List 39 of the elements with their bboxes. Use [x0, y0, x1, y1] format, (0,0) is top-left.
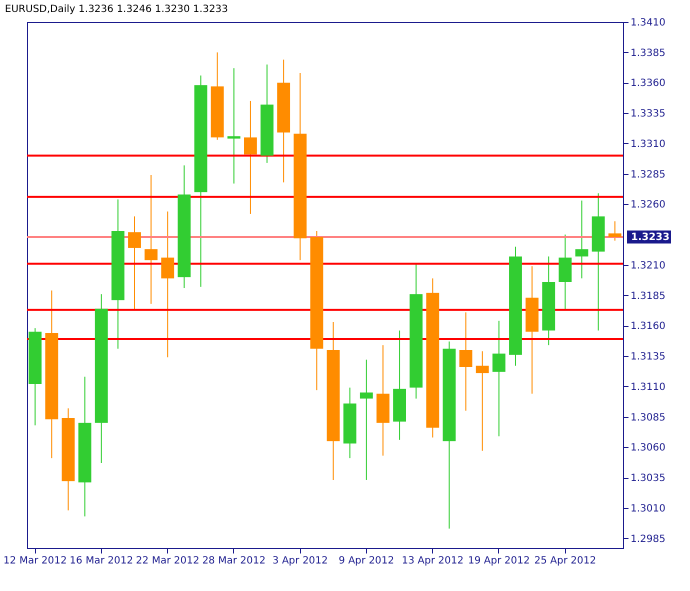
candlestick: [244, 100, 257, 214]
chart-title: EURUSD,Daily 1.3236 1.3246 1.3230 1.3233: [4, 4, 228, 15]
y-tick-label: 1.3310: [630, 138, 666, 150]
x-tick-label: 16 Mar 2012: [70, 556, 134, 566]
y-tick-label: 1.3335: [630, 108, 666, 120]
y-tick-label: 1.3285: [630, 169, 666, 180]
y-tick-label: 1.3260: [630, 200, 666, 211]
y-tick-label: 1.3110: [630, 382, 666, 393]
y-tick-label: 1.3210: [630, 260, 666, 272]
y-tick-label: 1.2985: [630, 534, 666, 545]
y-tick-label: 1.3035: [630, 473, 666, 484]
y-tick-label: 1.3135: [630, 352, 666, 363]
x-tick-label: 3 Apr 2012: [272, 556, 328, 566]
x-tick-label: 19 Apr 2012: [468, 556, 530, 566]
y-tick-label: 1.3385: [630, 48, 666, 59]
candlestick: [459, 312, 472, 412]
y-tick-label: 1.3185: [630, 290, 666, 302]
candlestick: [492, 320, 506, 437]
candlestick: [128, 216, 141, 310]
x-tick-label: 28 Mar 2012: [202, 556, 266, 566]
y-tick-label: 1.3360: [630, 78, 666, 90]
x-tick-label: 12 Mar 2012: [3, 556, 67, 566]
candlestick: [227, 68, 240, 184]
x-tick-label: 22 Mar 2012: [136, 556, 200, 566]
y-tick-label: 1.3060: [630, 442, 666, 454]
candlestick: [144, 174, 158, 304]
ref-line-label: 1.3233: [631, 232, 670, 244]
candlestick: [575, 200, 588, 279]
candlestick: [161, 211, 174, 358]
x-tick-label: 25 Apr 2012: [534, 556, 596, 566]
y-tick-label: 1.3085: [630, 412, 666, 424]
y-tick-label: 1.3010: [630, 503, 666, 514]
candlestick: [476, 350, 489, 452]
x-tick-label: 9 Apr 2012: [338, 556, 394, 566]
y-tick-label: 1.3160: [630, 321, 666, 332]
y-tick-label: 1.3410: [630, 18, 666, 28]
candlestick: [608, 220, 622, 242]
candlestick: [360, 359, 373, 480]
x-tick-label: 13 Apr 2012: [402, 556, 464, 566]
